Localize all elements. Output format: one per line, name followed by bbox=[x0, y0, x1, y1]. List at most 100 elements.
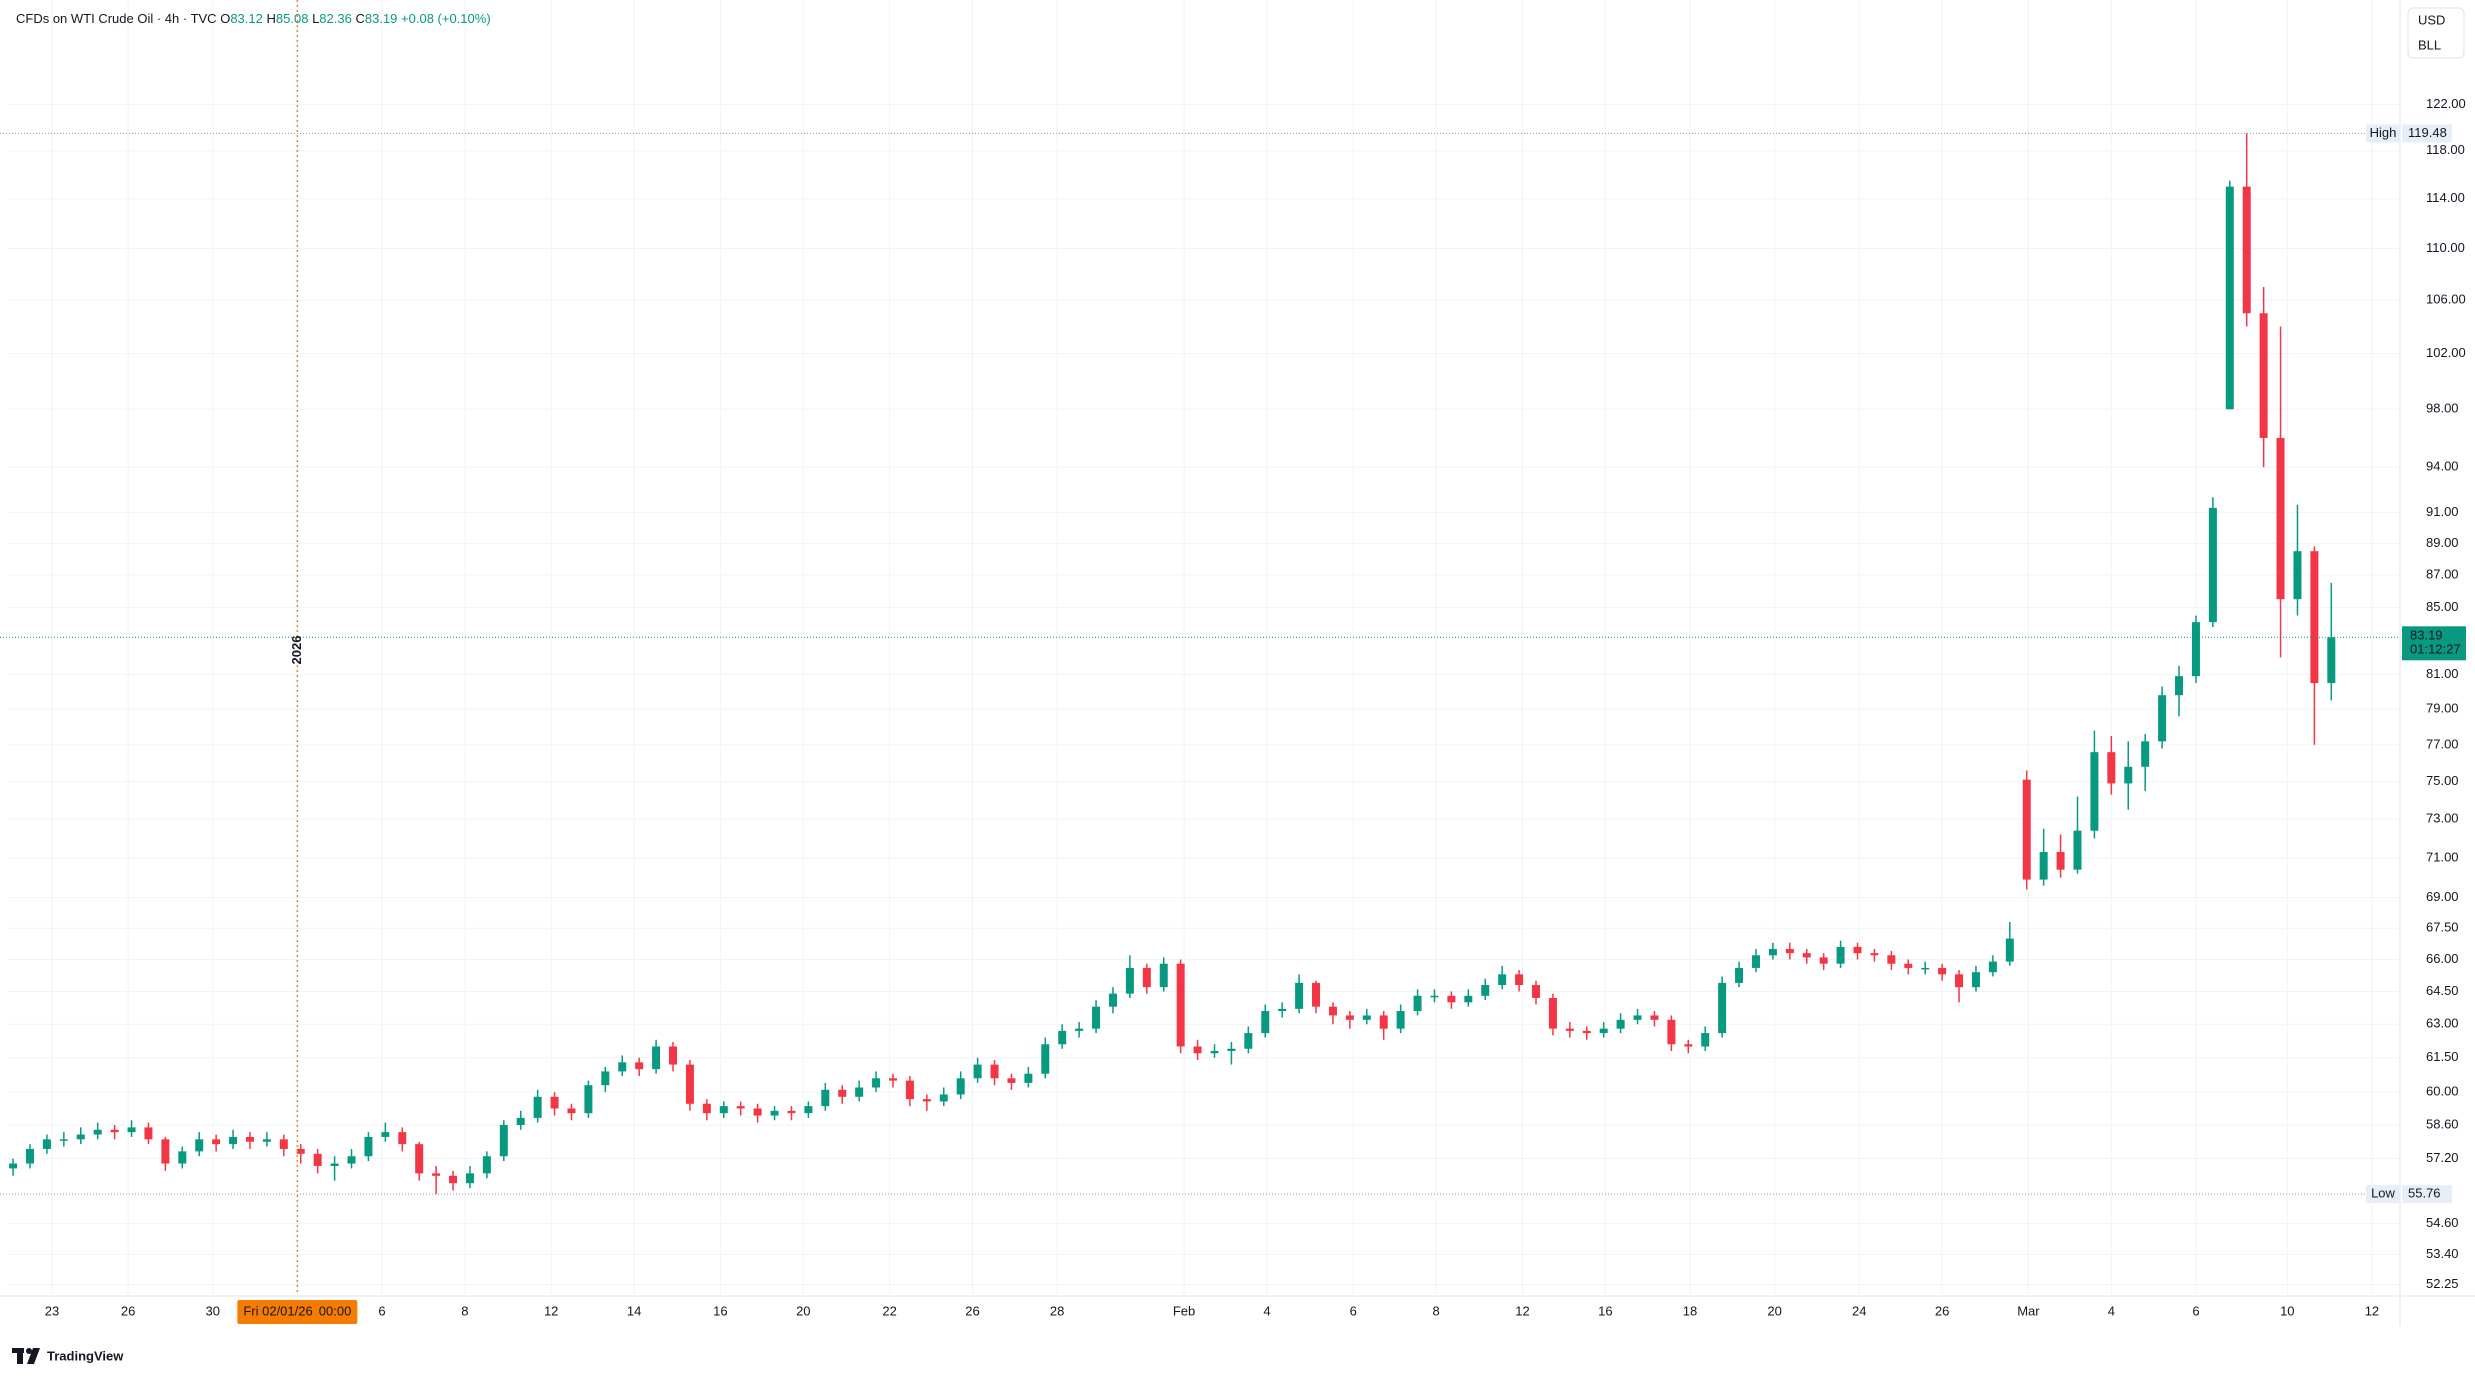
x-tick-label: 12 bbox=[2365, 1303, 2379, 1318]
y-tick-label: 66.00 bbox=[2426, 951, 2459, 966]
candle-body bbox=[262, 1139, 271, 1142]
candle-body bbox=[990, 1064, 999, 1079]
candle-body bbox=[770, 1110, 779, 1116]
candle-body bbox=[1785, 948, 1794, 954]
candle-body bbox=[1041, 1044, 1050, 1074]
x-tick-label: 8 bbox=[1433, 1303, 1440, 1318]
change: +0.08 (+0.10%) bbox=[401, 11, 491, 26]
y-tick-label: 69.00 bbox=[2426, 889, 2459, 904]
date-cursor-date: Fri 02/01/26 bbox=[243, 1303, 312, 1318]
logo-mark bbox=[17, 1348, 23, 1364]
candle-body bbox=[533, 1096, 542, 1118]
logo[interactable]: TradingView bbox=[12, 1348, 124, 1364]
low-label: L bbox=[312, 11, 319, 26]
candle-body bbox=[2005, 938, 2014, 962]
candle-body bbox=[1328, 1006, 1337, 1016]
candle-body bbox=[855, 1087, 864, 1097]
candle-body bbox=[888, 1078, 897, 1081]
candle-body bbox=[1312, 982, 1321, 1007]
candle-body bbox=[1735, 967, 1744, 983]
candle-body bbox=[584, 1085, 593, 1114]
year-marker-text: 2026 bbox=[289, 636, 304, 665]
candle-body bbox=[1345, 1015, 1354, 1020]
candle-body bbox=[821, 1089, 830, 1107]
candle-body bbox=[1498, 974, 1507, 986]
y-tick-label: 64.50 bbox=[2426, 983, 2459, 998]
price-line-value: 55.76 bbox=[2408, 1186, 2441, 1201]
candle-body bbox=[1464, 995, 1473, 1003]
currency-box[interactable] bbox=[2407, 7, 2465, 59]
x-tick-label: 14 bbox=[627, 1303, 641, 1318]
candle-body bbox=[212, 1139, 221, 1145]
candle-body bbox=[516, 1117, 525, 1126]
candle-body bbox=[313, 1153, 322, 1166]
candle-body bbox=[753, 1108, 762, 1116]
candle-body bbox=[195, 1139, 204, 1152]
logo-mark bbox=[26, 1348, 32, 1354]
y-tick-label: 53.40 bbox=[2426, 1246, 2459, 1261]
candle-body bbox=[736, 1106, 745, 1109]
y-tick-label: 110.00 bbox=[2426, 240, 2465, 255]
candle-body bbox=[42, 1139, 51, 1149]
candle-body bbox=[1210, 1051, 1219, 1054]
open-label: O bbox=[220, 11, 230, 26]
candle-body bbox=[702, 1103, 711, 1114]
candle-body bbox=[1870, 953, 1879, 956]
y-tick-label: 75.00 bbox=[2426, 773, 2459, 788]
candle-body bbox=[1176, 963, 1185, 1047]
x-tick-label: 26 bbox=[121, 1303, 135, 1318]
y-tick-label: 61.50 bbox=[2426, 1049, 2459, 1064]
candle-body bbox=[956, 1078, 965, 1095]
logo-text[interactable]: TradingView bbox=[47, 1348, 124, 1363]
candle-body bbox=[1819, 957, 1828, 964]
x-tick-label: 30 bbox=[206, 1303, 220, 1318]
y-tick-label: 67.50 bbox=[2426, 920, 2459, 935]
candle-body bbox=[2242, 186, 2251, 314]
price-line-label: High bbox=[2370, 125, 2397, 140]
y-tick-label: 98.00 bbox=[2426, 401, 2459, 416]
unit[interactable]: BLL bbox=[2418, 37, 2441, 52]
candle-body bbox=[25, 1148, 34, 1164]
y-tick-label: 63.00 bbox=[2426, 1016, 2459, 1031]
candle-body bbox=[2022, 779, 2031, 880]
candle-body bbox=[1278, 1008, 1287, 1012]
price-label-box bbox=[2366, 124, 2400, 143]
x-tick-label: 26 bbox=[1935, 1303, 1949, 1318]
candle-body bbox=[279, 1139, 288, 1149]
x-tick-label: 10 bbox=[2280, 1303, 2294, 1318]
candle-body bbox=[2056, 851, 2065, 870]
x-tick-label: 20 bbox=[796, 1303, 810, 1318]
candle-body bbox=[2225, 186, 2234, 410]
x-tick-label: 22 bbox=[882, 1303, 896, 1318]
candle-body bbox=[229, 1136, 238, 1145]
candle-body bbox=[1650, 1015, 1659, 1020]
candle-body bbox=[550, 1096, 559, 1109]
symbol: CFDs on WTI Crude Oil · 4h · TVC bbox=[16, 11, 217, 26]
candle-body bbox=[1955, 974, 1964, 988]
y-tick-label: 81.00 bbox=[2426, 666, 2459, 681]
candle-body bbox=[1988, 961, 1997, 973]
price-line-label: Low bbox=[2371, 1186, 2395, 1201]
candle-body bbox=[127, 1127, 136, 1133]
candle-body bbox=[110, 1129, 119, 1133]
candle-body bbox=[2259, 313, 2268, 438]
x-tick-label: 8 bbox=[461, 1303, 468, 1318]
y-tick-label: 71.00 bbox=[2426, 849, 2459, 864]
candle-body bbox=[347, 1156, 356, 1164]
candle-body bbox=[804, 1106, 813, 1114]
candle-body bbox=[922, 1099, 931, 1102]
candle-body bbox=[330, 1163, 339, 1166]
x-tick-label: 6 bbox=[2192, 1303, 2199, 1318]
candle-body bbox=[601, 1071, 610, 1086]
currency[interactable]: USD bbox=[2418, 12, 2445, 27]
candle-body bbox=[1261, 1011, 1270, 1034]
x-tick-label: 23 bbox=[45, 1303, 59, 1318]
legend-header: CFDs on WTI Crude Oil · 4h · TVC O83.12 … bbox=[16, 11, 491, 26]
candle-body bbox=[1548, 997, 1557, 1029]
candle-body bbox=[1667, 1019, 1676, 1045]
y-tick-label: 122.00 bbox=[2426, 96, 2466, 111]
y-tick-label: 77.00 bbox=[2426, 736, 2459, 751]
candle-body bbox=[2191, 622, 2200, 677]
candle-body bbox=[432, 1173, 441, 1176]
candle-body bbox=[1193, 1046, 1202, 1054]
